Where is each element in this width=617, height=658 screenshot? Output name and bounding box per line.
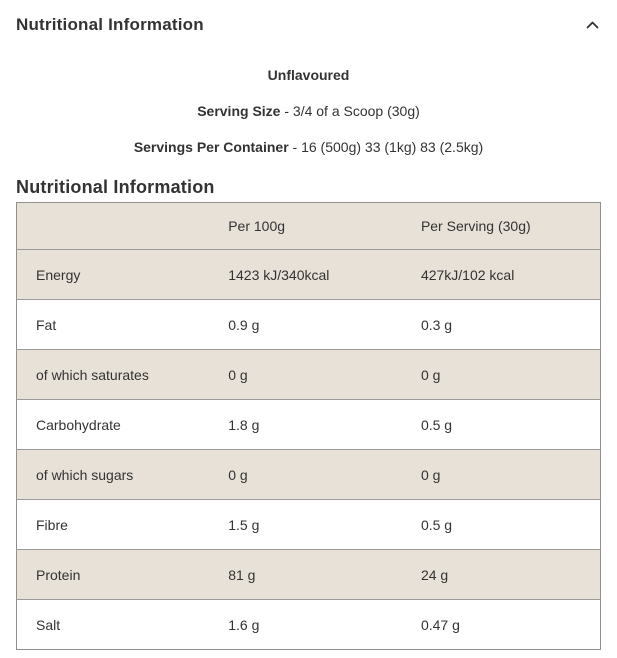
nutrient-label: Fibre xyxy=(16,499,210,550)
per-100g-value: 1.6 g xyxy=(209,599,402,650)
serving-size-line: Serving Size - 3/4 of a Scoop (30g) xyxy=(16,103,601,119)
column-header-nutrient xyxy=(16,202,210,250)
per-100g-value: 1423 kJ/340kcal xyxy=(209,249,402,300)
per-100g-value: 0.9 g xyxy=(209,299,402,350)
servings-per-container-label: Servings Per Container xyxy=(133,139,289,155)
nutrient-label: Carbohydrate xyxy=(16,399,210,450)
table-row: Protein 81 g 24 g xyxy=(16,549,601,600)
per-100g-value: 1.8 g xyxy=(209,399,402,450)
per-serving-value: 0.3 g xyxy=(401,299,601,350)
table-row: of which sugars 0 g 0 g xyxy=(16,449,601,500)
per-serving-value: 0.5 g xyxy=(401,399,601,450)
per-100g-value: 0 g xyxy=(209,349,402,400)
nutrient-label: Fat xyxy=(16,299,210,350)
nutrient-label: Energy xyxy=(16,249,210,300)
servings-per-container-line: Servings Per Container - 16 (500g) 33 (1… xyxy=(16,139,601,155)
table-title: Nutritional Information xyxy=(16,177,215,197)
nutrition-table: Per 100g Per Serving (30g) Energy 1423 k… xyxy=(16,202,601,650)
per-serving-value: 24 g xyxy=(401,549,601,600)
chevron-up-icon[interactable] xyxy=(585,18,599,32)
table-row: Fat 0.9 g 0.3 g xyxy=(16,299,601,350)
accordion-header[interactable]: Nutritional Information xyxy=(16,0,601,36)
servings-per-container-value: - 16 (500g) 33 (1kg) 83 (2.5kg) xyxy=(288,139,484,155)
nutrient-label: Salt xyxy=(16,599,210,650)
per-100g-value: 1.5 g xyxy=(209,499,402,550)
per-serving-value: 0 g xyxy=(401,449,601,500)
table-row: Salt 1.6 g 0.47 g xyxy=(16,599,601,650)
column-header-per-100g: Per 100g xyxy=(209,202,402,250)
table-row: Carbohydrate 1.8 g 0.5 g xyxy=(16,399,601,450)
nutrient-label: of which saturates xyxy=(16,349,210,400)
per-100g-value: 0 g xyxy=(209,449,402,500)
serving-size-value: - 3/4 of a Scoop (30g) xyxy=(280,103,420,119)
table-row: of which saturates 0 g 0 g xyxy=(16,349,601,400)
per-100g-value: 81 g xyxy=(209,549,402,600)
column-header-per-serving: Per Serving (30g) xyxy=(401,202,601,250)
table-row: Energy 1423 kJ/340kcal 427kJ/102 kcal xyxy=(16,249,601,300)
per-serving-value: 0.5 g xyxy=(401,499,601,550)
per-serving-value: 427kJ/102 kcal xyxy=(401,249,601,300)
table-row: Fibre 1.5 g 0.5 g xyxy=(16,499,601,550)
per-serving-value: 0 g xyxy=(401,349,601,400)
serving-size-label: Serving Size xyxy=(197,103,281,119)
nutrient-label: Protein xyxy=(16,549,210,600)
table-header-row: Per 100g Per Serving (30g) xyxy=(16,202,601,250)
per-serving-value: 0.47 g xyxy=(401,599,601,650)
nutrient-label: of which sugars xyxy=(16,449,210,500)
flavour-label: Unflavoured xyxy=(267,67,350,83)
accordion-title: Nutritional Information xyxy=(16,15,204,34)
serving-info: Unflavoured Serving Size - 3/4 of a Scoo… xyxy=(16,67,601,155)
